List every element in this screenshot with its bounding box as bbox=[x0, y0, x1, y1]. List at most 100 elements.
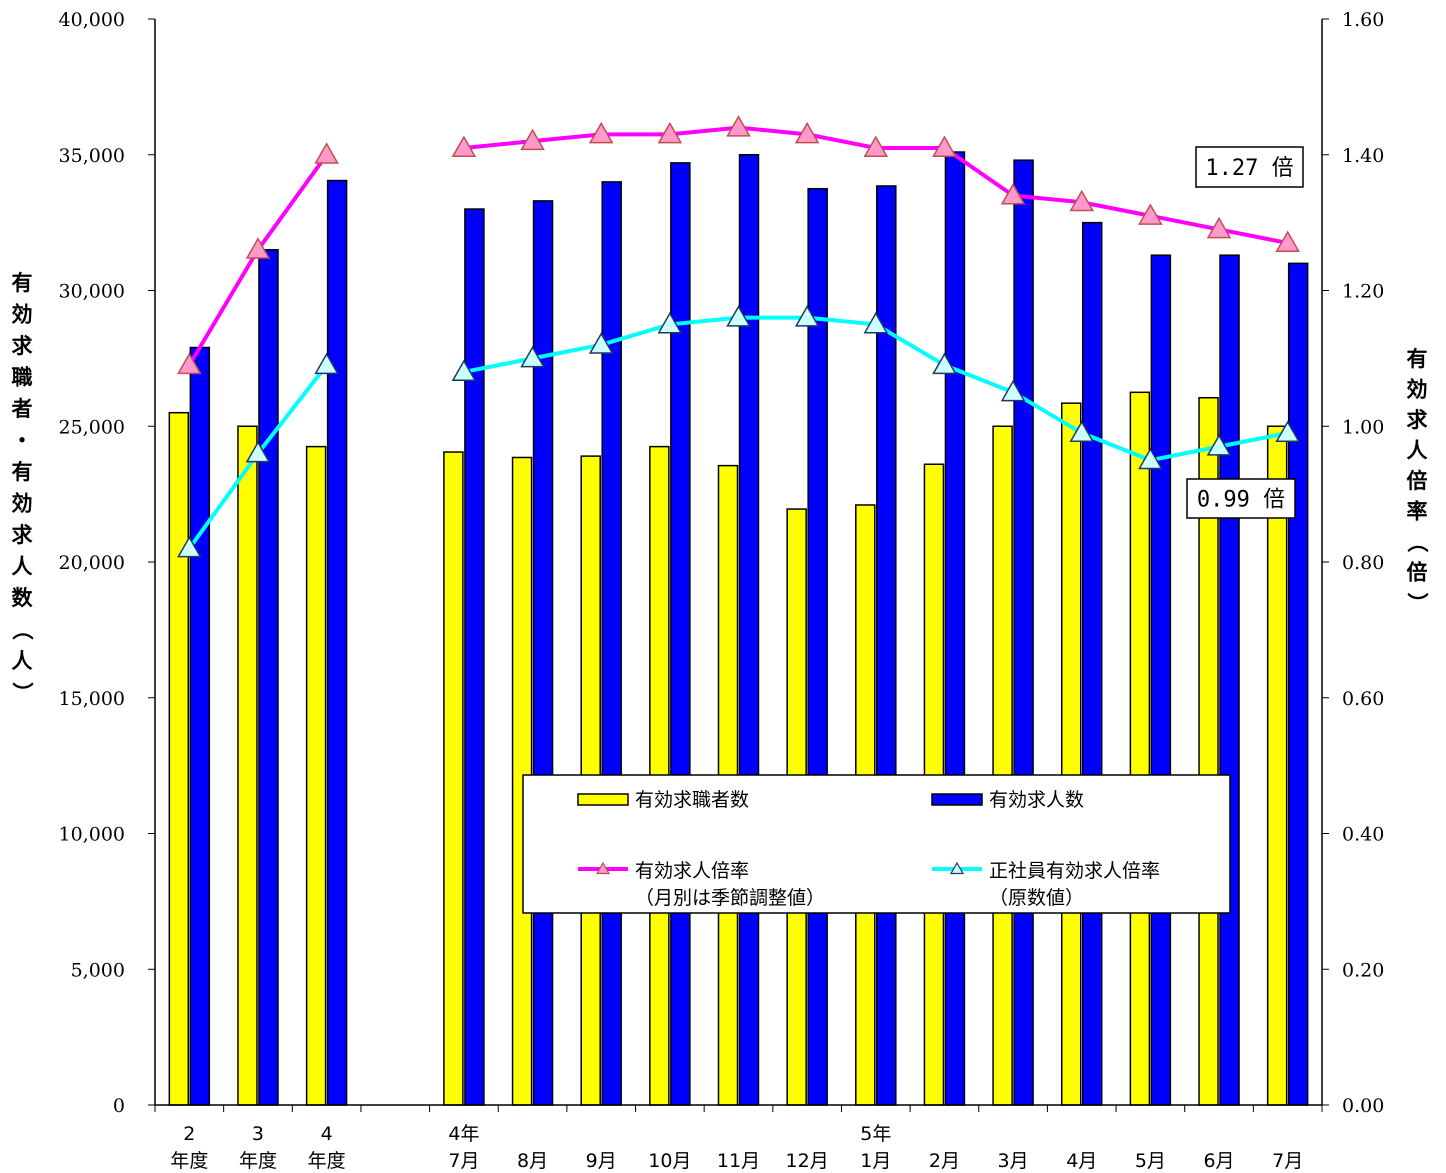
axis-title-char: 有 bbox=[12, 460, 33, 484]
bar-job-openings bbox=[1081, 221, 1103, 1106]
ratio-marker bbox=[657, 121, 683, 144]
axis-title-char: （ bbox=[1405, 532, 1429, 553]
legend-note: （月別は季節調整値） bbox=[635, 887, 825, 909]
callouts: 1.27 倍 0.99 倍 bbox=[1186, 146, 1304, 519]
axis-title-char: 倍 bbox=[1407, 469, 1428, 493]
right-tick-label: 0.60 bbox=[1342, 688, 1384, 710]
axis-title-char: 求 bbox=[1407, 408, 1428, 432]
bar-job-seekers bbox=[305, 445, 327, 1106]
ratio-marker bbox=[451, 135, 477, 157]
left-tick-label: 35,000 bbox=[59, 145, 125, 167]
axis-title-char: 人 bbox=[1407, 439, 1428, 463]
axis-title-char: 効 bbox=[12, 492, 33, 516]
right-tick-label: 1.00 bbox=[1342, 416, 1384, 438]
category-label: 9月 bbox=[586, 1150, 617, 1172]
right-axis-ticks: 0.00 0.20 0.40 0.60 0.80 1.00 1.20 1.40 1.60 bbox=[1322, 9, 1384, 1117]
regular-ratio-marker bbox=[451, 359, 477, 381]
regular-ratio-marker bbox=[245, 440, 271, 463]
left-axis-ticks: 0 5,000 10,000 15,000 20,000 25,000 30,000 35,0… bbox=[59, 9, 155, 1117]
axis-title-char: 人 bbox=[12, 555, 33, 579]
category-label: 2月 bbox=[929, 1150, 960, 1172]
bar-job-openings bbox=[601, 181, 622, 1106]
bar-series bbox=[168, 151, 1309, 1106]
regular-ratio-marker bbox=[588, 332, 614, 354]
ratio-marker bbox=[726, 115, 751, 137]
regular-ratio-marker bbox=[1069, 420, 1095, 443]
bar-job-openings bbox=[1287, 262, 1309, 1106]
ratio-marker bbox=[520, 128, 545, 151]
category-label: 11月 bbox=[717, 1150, 760, 1172]
category-label: 年度 bbox=[308, 1150, 346, 1172]
legend-label: 有効求人数 bbox=[989, 789, 1084, 811]
axis-title-char: 倍 bbox=[1407, 561, 1428, 585]
category-label: 5月 bbox=[1135, 1150, 1166, 1172]
legend-box bbox=[522, 774, 1231, 914]
axis-title-char: 求 bbox=[12, 523, 33, 547]
left-tick-label: 0 bbox=[113, 1095, 125, 1117]
left-tick-label: 10,000 bbox=[59, 824, 125, 846]
regular-ratio-marker bbox=[726, 305, 751, 327]
legend-marker bbox=[595, 861, 611, 875]
bar-job-openings bbox=[944, 151, 966, 1106]
left-tick-label: 30,000 bbox=[59, 281, 125, 303]
bar-job-seekers bbox=[443, 451, 464, 1106]
bar-job-openings bbox=[326, 179, 348, 1106]
right-tick-label: 1.20 bbox=[1342, 281, 1384, 303]
bar-job-seekers bbox=[1060, 402, 1082, 1106]
callout-label: 1.27 倍 bbox=[1205, 156, 1293, 181]
line-series bbox=[177, 115, 1300, 558]
ratio-marker bbox=[1275, 230, 1300, 252]
ratio-marker bbox=[1206, 216, 1232, 239]
bar-job-seekers bbox=[992, 425, 1013, 1106]
ratio-marker bbox=[932, 135, 957, 157]
legend-label: 有効求人倍率 bbox=[635, 860, 749, 882]
ratio-marker bbox=[863, 135, 889, 157]
axis-titles: 有効求職者・有効求人数（人）有効求人倍率（倍） bbox=[10, 271, 1429, 703]
legend-swatch-seekers bbox=[577, 793, 629, 806]
axis-title-char: 率 bbox=[1407, 500, 1428, 524]
callout-box bbox=[1195, 146, 1304, 188]
bar-job-openings bbox=[464, 208, 485, 1106]
category-label-top: 4 bbox=[321, 1123, 333, 1145]
regular-ratio-marker bbox=[932, 352, 957, 375]
bar-job-openings bbox=[1013, 159, 1034, 1106]
callout-box bbox=[1186, 478, 1296, 519]
left-tick-label: 40,000 bbox=[59, 9, 125, 31]
bar-job-seekers bbox=[237, 425, 258, 1106]
axis-title-char: 有 bbox=[12, 271, 33, 295]
axis-title-char: 職 bbox=[12, 366, 33, 390]
legend-marker bbox=[949, 861, 965, 875]
regular-ratio-marker bbox=[177, 535, 202, 558]
category-label: 年度 bbox=[239, 1150, 277, 1172]
right-tick-label: 0.00 bbox=[1342, 1095, 1384, 1117]
ratio-marker bbox=[314, 142, 339, 164]
ratio-marker bbox=[177, 352, 202, 375]
axis-title-char: 求 bbox=[12, 334, 33, 358]
regular-ratio-marker bbox=[1206, 434, 1232, 456]
category-label: 7月 bbox=[1272, 1150, 1303, 1172]
axis-title-char: 効 bbox=[1407, 378, 1428, 402]
left-tick-label: 15,000 bbox=[59, 688, 125, 710]
regular-ratio-marker bbox=[314, 352, 339, 375]
bar-job-openings bbox=[532, 200, 554, 1106]
regular-ratio-marker bbox=[1275, 420, 1300, 443]
ratio-marker bbox=[794, 121, 820, 144]
category-label: 12月 bbox=[786, 1150, 829, 1172]
bar-job-seekers bbox=[1266, 425, 1288, 1106]
category-label: 7月 bbox=[448, 1150, 479, 1172]
category-label: 4月 bbox=[1066, 1150, 1097, 1172]
axis-title-char: ） bbox=[10, 682, 34, 703]
bar-job-seekers bbox=[168, 411, 190, 1106]
ratio-marker bbox=[1138, 203, 1163, 225]
axis-title-char: 数 bbox=[12, 586, 34, 610]
category-label: 年度 bbox=[170, 1150, 208, 1172]
left-tick-label: 5,000 bbox=[71, 959, 125, 981]
callout-label: 0.99 倍 bbox=[1197, 488, 1285, 513]
bar-job-openings bbox=[258, 249, 279, 1106]
axis-title-char: 効 bbox=[12, 303, 33, 327]
category-label: 6月 bbox=[1203, 1150, 1234, 1172]
category-label-top: 3 bbox=[252, 1123, 264, 1145]
bar-job-openings bbox=[670, 162, 691, 1106]
